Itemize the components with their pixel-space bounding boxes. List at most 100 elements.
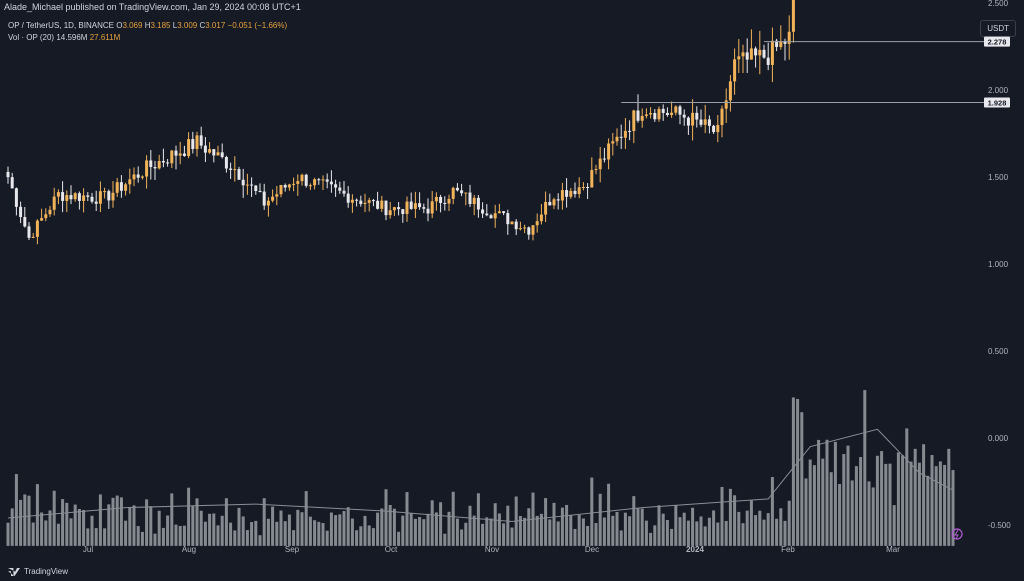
volume-bar [598, 493, 602, 546]
candle-body [203, 145, 207, 153]
volume-bar [250, 522, 254, 546]
volume-bar [552, 502, 556, 546]
legend-symbol[interactable]: OP / TetherUS, 1D, BINANCE [8, 21, 114, 30]
volume-bar [6, 522, 10, 546]
volume-bar [493, 503, 497, 546]
candle-body [174, 150, 178, 156]
candle-body [355, 199, 359, 201]
volume-bar [27, 495, 31, 546]
candle-body [426, 208, 430, 214]
candle-body [52, 196, 56, 210]
candle-body [363, 202, 367, 205]
candle-body [762, 49, 766, 58]
candle-body [153, 167, 157, 169]
candle-body [48, 209, 52, 215]
volume-bar [716, 522, 720, 546]
candle-body [674, 106, 678, 113]
volume-bar [132, 505, 136, 546]
volume-bar [808, 459, 812, 546]
volume-bar [136, 526, 140, 546]
candle-body [136, 174, 140, 178]
volume-bar [951, 470, 955, 546]
candle-body [653, 113, 657, 120]
candle-body [245, 184, 249, 186]
candle-body [376, 200, 380, 209]
volume-bar [308, 516, 312, 546]
volume-bar [107, 504, 111, 546]
legend-change: −0.051 (−1.66%) [227, 21, 288, 30]
volume-bar [292, 530, 296, 546]
volume-bar [359, 526, 363, 546]
volume-bar [867, 481, 871, 546]
candle-body [405, 201, 409, 214]
volume-bar [497, 513, 501, 546]
volume-bar [896, 452, 900, 546]
volume-bar [481, 523, 485, 546]
volume-bar [10, 508, 14, 546]
candle-body [111, 192, 115, 201]
candle-body [670, 112, 674, 116]
candle-body [506, 213, 510, 225]
candle-body [619, 136, 623, 138]
chart-legend: OP / TetherUS, 1D, BINANCE O3.069 H3.185… [8, 20, 287, 44]
volume-bar [523, 517, 527, 546]
volume-bar [829, 472, 833, 546]
candle-body [699, 119, 703, 125]
legend-high-label: H [144, 21, 151, 30]
candle-body [649, 113, 653, 115]
volume-bar [544, 498, 548, 546]
volume-bar [577, 514, 581, 546]
candle-body [758, 49, 762, 56]
volume-bar [329, 512, 333, 546]
candle-body [418, 203, 422, 208]
volume-bar [699, 516, 703, 546]
volume-bar [691, 507, 695, 546]
volume-bar [216, 525, 220, 546]
level-label-box [984, 36, 1010, 47]
volume-bar [224, 498, 228, 546]
candle-body [695, 112, 699, 120]
currency-button[interactable]: USDT [980, 20, 1016, 37]
volume-bar [103, 528, 107, 546]
volume-bar [926, 475, 930, 546]
candle-body [632, 110, 636, 132]
legend-volume-label[interactable]: Vol · OP (20) [8, 33, 55, 42]
volume-bar [325, 530, 329, 546]
candle-body [602, 158, 606, 160]
volume-bar [153, 533, 157, 546]
volume-bar [262, 498, 266, 546]
volume-bar [657, 505, 661, 546]
volume-bar [737, 511, 741, 546]
volume-bar [275, 521, 279, 546]
candle-body [733, 59, 737, 82]
volume-bar [455, 518, 459, 546]
candle-body [485, 213, 489, 216]
legend-low-label: L [172, 21, 178, 30]
tradingview-logo-icon [8, 568, 20, 576]
volume-bar [182, 525, 186, 546]
candle-body [229, 168, 233, 170]
price-axis[interactable]: 5.0004.5004.0003.5003.0002.5002.0001.500… [988, 0, 1011, 530]
time-axis[interactable]: Jul Aug Sep Oct Nov Dec 2024 Feb Mar [83, 545, 900, 554]
candle-body [716, 124, 720, 133]
volume-bar [573, 528, 577, 546]
candle-body [476, 197, 480, 210]
volume-bar [833, 441, 837, 546]
candle-body [103, 191, 107, 193]
candle-body [350, 199, 354, 203]
candle-body [359, 200, 363, 205]
tradingview-brand-text: TradingView [24, 567, 69, 576]
candle-body [157, 160, 161, 169]
volume-bar [426, 513, 430, 546]
candle-body [464, 192, 468, 194]
tradingview-logo[interactable]: TradingView [8, 563, 68, 581]
volume-bar [510, 527, 514, 546]
volume-bar [241, 516, 245, 546]
volume-bar [14, 474, 18, 546]
candle-body [308, 185, 312, 187]
volume-ma [7, 428, 954, 523]
volume-bar [447, 511, 451, 546]
volume-bar [947, 448, 951, 546]
candle-body [44, 214, 48, 219]
